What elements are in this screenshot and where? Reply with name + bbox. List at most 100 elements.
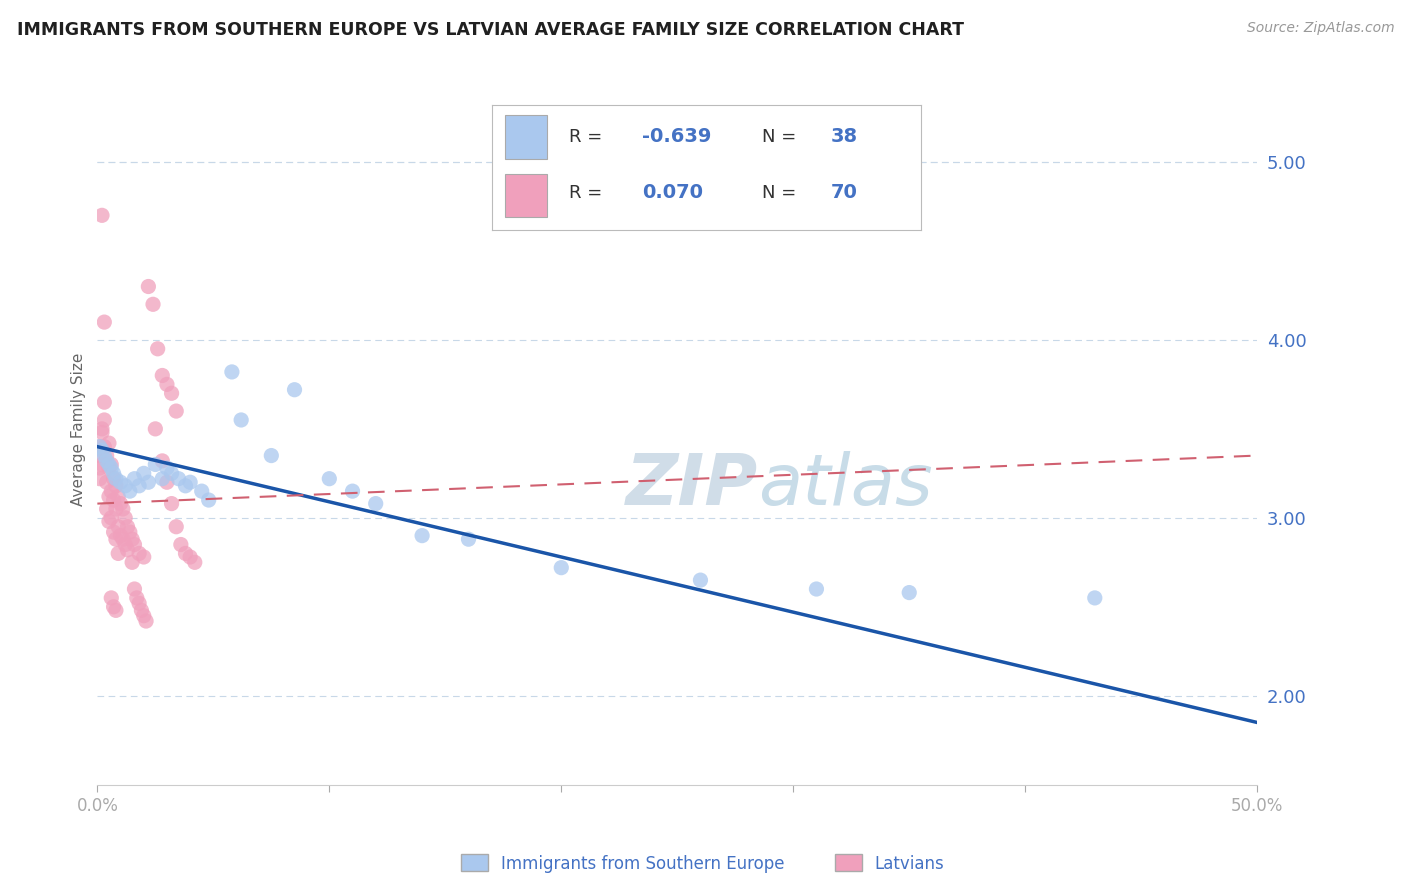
Point <box>125 591 148 605</box>
Point <box>138 279 160 293</box>
Point <box>156 377 179 392</box>
Point <box>135 614 157 628</box>
Point <box>104 479 127 493</box>
Point <box>107 546 129 560</box>
Legend: Immigrants from Southern Europe, Latvians: Immigrants from Southern Europe, Latvian… <box>454 847 952 880</box>
Point <box>150 454 173 468</box>
Point <box>104 472 127 486</box>
Point <box>806 582 828 596</box>
Point <box>174 479 197 493</box>
Point <box>143 422 166 436</box>
Point <box>97 458 120 472</box>
Point <box>104 532 127 546</box>
Point <box>107 520 129 534</box>
Point <box>143 458 166 472</box>
Point <box>121 532 143 546</box>
Point <box>89 472 111 486</box>
Point <box>110 497 132 511</box>
Point <box>221 365 243 379</box>
Point <box>97 515 120 529</box>
Point <box>170 537 193 551</box>
Point <box>156 461 179 475</box>
Text: IMMIGRANTS FROM SOUTHERN EUROPE VS LATVIAN AVERAGE FAMILY SIZE CORRELATION CHART: IMMIGRANTS FROM SOUTHERN EUROPE VS LATVI… <box>17 21 965 39</box>
Point <box>118 484 141 499</box>
Point <box>93 395 115 409</box>
Point <box>114 537 136 551</box>
Point <box>160 467 183 481</box>
Point <box>96 449 118 463</box>
Point <box>364 497 387 511</box>
Point <box>100 511 122 525</box>
Point <box>107 490 129 504</box>
Point <box>91 422 114 436</box>
Point <box>103 472 125 486</box>
Point <box>124 472 146 486</box>
Point <box>104 603 127 617</box>
Point <box>103 467 125 481</box>
Point <box>100 591 122 605</box>
Point <box>550 560 572 574</box>
Point <box>118 524 141 539</box>
Point <box>97 461 120 475</box>
Point <box>89 440 111 454</box>
Point <box>156 475 179 490</box>
Point <box>131 603 153 617</box>
Point <box>283 383 305 397</box>
Point <box>89 461 111 475</box>
Point <box>96 475 118 490</box>
Point <box>93 440 115 454</box>
Point <box>260 449 283 463</box>
Point <box>97 436 120 450</box>
Point <box>190 484 212 499</box>
Point <box>110 528 132 542</box>
Point <box>128 596 150 610</box>
Point <box>342 484 364 499</box>
Point <box>89 440 111 454</box>
Point <box>318 472 340 486</box>
Point <box>89 449 111 463</box>
Point <box>138 475 160 490</box>
Point <box>150 368 173 383</box>
Point <box>128 479 150 493</box>
Point <box>93 449 115 463</box>
Point <box>165 404 187 418</box>
Point <box>91 458 114 472</box>
Point <box>146 342 169 356</box>
Point <box>103 599 125 614</box>
Point <box>110 475 132 490</box>
Point <box>93 413 115 427</box>
Point <box>117 542 139 557</box>
Point <box>114 479 136 493</box>
Point <box>93 315 115 329</box>
Point <box>689 573 711 587</box>
Point <box>457 532 479 546</box>
Point <box>411 528 433 542</box>
Point <box>160 497 183 511</box>
Point <box>121 555 143 569</box>
Point <box>165 520 187 534</box>
Y-axis label: Average Family Size: Average Family Size <box>72 352 86 506</box>
Point <box>150 472 173 486</box>
Point <box>97 490 120 504</box>
Point <box>898 585 921 599</box>
Point <box>100 484 122 499</box>
Point <box>100 458 122 472</box>
Point <box>128 546 150 560</box>
Point <box>160 386 183 401</box>
Point <box>103 524 125 539</box>
Point <box>174 546 197 560</box>
Point <box>124 537 146 551</box>
Point <box>111 502 134 516</box>
Point <box>114 511 136 525</box>
Text: atlas: atlas <box>758 451 934 520</box>
Point <box>91 425 114 440</box>
Point <box>184 555 207 569</box>
Point <box>197 493 219 508</box>
Point <box>179 475 201 490</box>
Point <box>91 208 114 222</box>
Point <box>132 549 155 564</box>
Point <box>103 493 125 508</box>
Point <box>179 549 201 564</box>
Point <box>111 532 134 546</box>
Point <box>167 472 190 486</box>
